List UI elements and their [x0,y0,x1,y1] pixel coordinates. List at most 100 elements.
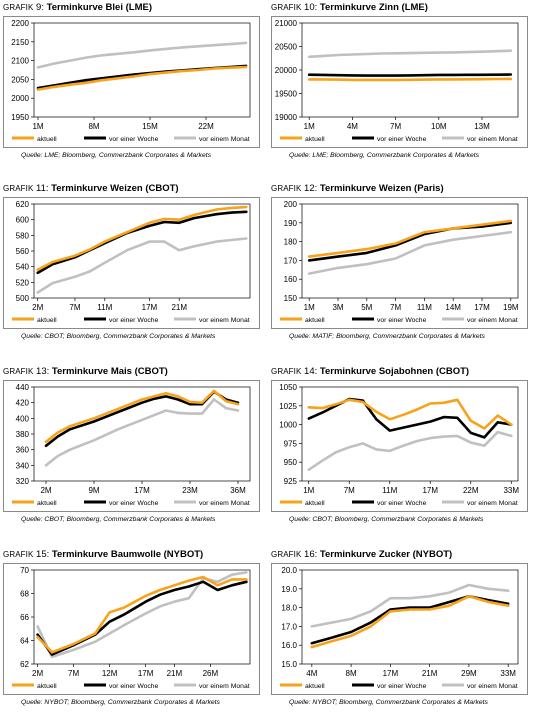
chart-title-text: Terminkurve Mais (CBOT) [51,366,168,377]
x-tick-label: 2M [32,303,43,312]
legend-label-aktuell: aktuell [305,136,325,143]
x-tick-label: 3M [332,303,343,312]
y-tick-label: 66 [20,613,29,622]
x-tick-label: 21M [167,669,183,678]
chart-title-prefix: Grafik [3,550,34,559]
chart-title-prefix: Grafik [271,184,302,193]
y-tick-label: 560 [16,247,30,256]
chart-title: Grafik 11: Terminkurve Weizen (CBOT) [3,183,179,195]
y-tick-label: 1950 [11,113,29,122]
series-line-week [36,210,248,275]
chart-title: Grafik 16: Terminkurve Zucker (NYBOT) [271,549,452,561]
x-tick-label: 1M [304,303,315,312]
series-line-week [307,221,513,262]
x-tick-label: 5M [361,303,372,312]
y-tick-label: 20.0 [281,566,297,575]
legend-label-week: vor einer Woche [109,683,159,690]
chart-svg: 320 340 360 380 400 420 440 2M 9M 17M 23M 36M aktuel… [12,383,251,507]
x-tick-label: 23M [182,486,198,495]
chart-svg: 15.0 16.0 17.0 18.0 19.0 20.0 4M 8M 17M 21M 29M 33M… [280,566,519,690]
x-tick-label: 17M [134,486,150,495]
x-tick-label: 36M [230,486,246,495]
y-tick-label: 400 [16,414,30,423]
y-tick-label: 340 [16,461,30,470]
series-line-month [310,583,510,628]
chart-svg: 150 160 170 180 190 200 1M 3M 5M 7M 11M 14M 17M 19M ak… [280,200,519,324]
x-tick-label: 4M [306,669,317,678]
chart-source: Quelle: LME; Bloomberg, Commerzbank Corp… [21,152,212,159]
chart-source: Quelle: NYBOT; Bloomberg, Commerzbank Co… [289,699,488,706]
y-tick-label: 70 [20,566,29,575]
legend-label-week: vor einer Woche [377,136,427,143]
chart-title-text: Terminkurve Zinn (LME) [319,2,428,13]
plot-area-border [301,203,519,299]
chart-panel: 1950 2000 2050 2100 2150 2200 1M 8M 15M 22M aktuel… [3,16,260,148]
x-tick-label: 7M [69,303,80,312]
x-tick-label: 7M [344,486,355,495]
series-line-aktuell [307,77,513,82]
chart-source: Quelle: CBOT; Bloomberg, Commerzbank Cor… [21,333,216,340]
legend-label-aktuell: aktuell [305,683,325,690]
x-tick-label: 1M [304,122,315,131]
chart-title: Grafik 13: Terminkurve Mais (CBOT) [3,366,168,378]
y-tick-label: 2200 [11,19,29,28]
y-tick-label: 20000 [275,66,298,75]
x-tick-label: 29M [461,669,477,678]
chart-svg: 19000 19500 20000 20500 21000 1M 4M 7M 10M 13M akt… [275,19,519,143]
y-tick-label: 420 [16,399,30,408]
y-tick-label: 20500 [275,43,298,52]
series-line-month [44,398,240,467]
series-line-aktuell [36,65,248,91]
y-tick-label: 2100 [11,57,29,66]
plot-area-border [301,569,519,665]
y-tick-label: 320 [16,477,30,486]
legend-label-month: vor einem Monat [467,683,518,690]
y-tick-label: 2000 [11,94,29,103]
x-tick-label: 21M [171,303,187,312]
y-tick-label: 170 [284,256,298,265]
chart-title-number: 9: [33,2,47,13]
chart-title: Grafik 12: Terminkurve Weizen (Paris) [271,183,444,195]
y-tick-label: 1025 [279,402,297,411]
series-line-aktuell [307,398,513,430]
y-tick-label: 380 [16,430,30,439]
chart-source: Quelle: MATIF; Bloomberg, Commerzbank Co… [289,333,485,340]
y-tick-label: 68 [20,590,29,599]
series-line-month [36,571,248,659]
y-tick-label: 62 [20,660,29,669]
y-tick-label: 64 [20,637,29,646]
y-tick-label: 18.0 [281,604,297,613]
chart-title-number: 15: [33,549,52,560]
x-tick-label: 7M [390,122,401,131]
y-tick-label: 975 [284,439,298,448]
legend-label-week: vor einer Woche [109,500,159,507]
series-line-week [36,580,248,656]
y-tick-label: 600 [16,216,30,225]
chart-title-text: Terminkurve Baumwolle (NYBOT) [51,549,204,560]
legend-label-month: vor einem Monat [199,683,250,690]
chart-source: Quelle: CBOT; Bloomberg, Commerzbank Cor… [21,516,216,523]
chart-svg: 1950 2000 2050 2100 2150 2200 1M 8M 15M 22M aktuel… [11,19,251,143]
y-tick-label: 925 [284,477,298,486]
chart-title-number: 14: [301,366,320,377]
plot-area-border [301,22,519,118]
chart-title-text: Terminkurve Sojabohnen (CBOT) [319,366,470,377]
series-line-aktuell [36,205,248,272]
x-tick-label: 17M [138,669,154,678]
legend-label-week: vor einer Woche [377,317,427,324]
series-line-week [307,73,513,77]
y-tick-label: 540 [16,263,30,272]
chart-panel: 62 64 66 68 70 2M 7M 12M 17M 21M 26M aktuell vor ein… [3,563,260,695]
x-tick-label: 7M [390,303,401,312]
series-line-month [36,41,248,69]
y-tick-label: 200 [284,200,298,209]
chart-source: Quelle: CBOT; Bloomberg, Commerzbank Cor… [289,516,484,523]
chart-title-prefix: Grafik [271,550,302,559]
legend-label-month: vor einem Monat [199,136,250,143]
y-tick-label: 19500 [275,90,298,99]
chart-svg: 62 64 66 68 70 2M 7M 12M 17M 21M 26M aktuell vor ein… [12,566,251,690]
x-tick-label: 17M [142,303,158,312]
chart-title-number: 12: [301,183,320,194]
x-tick-label: 12M [102,669,118,678]
